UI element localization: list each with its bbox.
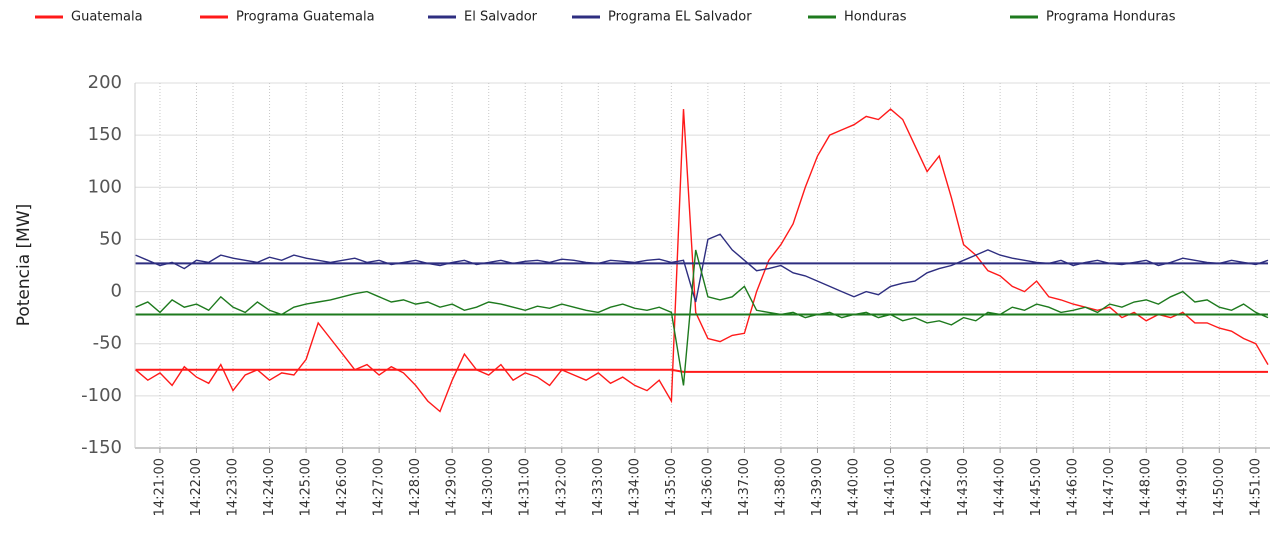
y-tick-label: 100: [88, 176, 122, 197]
x-tick-label: 14:40:00: [847, 458, 862, 516]
y-tick-label: 200: [88, 72, 122, 93]
legend-label: Honduras: [844, 10, 907, 25]
x-tick-label: 14:32:00: [554, 458, 569, 516]
x-tick-label: 14:44:00: [993, 458, 1008, 516]
x-tick-label: 14:30:00: [481, 458, 496, 516]
x-tick-label: 14:48:00: [1139, 458, 1154, 516]
x-tick-label: 14:26:00: [335, 458, 350, 516]
x-tick-label: 14:41:00: [883, 458, 898, 516]
y-tick-label: 50: [99, 228, 122, 249]
legend-label: Programa EL Salvador: [608, 10, 752, 25]
y-tick-label: -100: [81, 385, 122, 406]
y-tick-label: -150: [81, 437, 122, 458]
x-tick-label: 14:42:00: [920, 458, 935, 516]
x-tick-label: 14:33:00: [591, 458, 606, 516]
legend-label: Programa Honduras: [1046, 10, 1176, 25]
series-line: [135, 368, 1268, 373]
x-tick-label: 14:28:00: [408, 458, 423, 516]
series-line: [135, 249, 1269, 386]
x-tick-label: 14:50:00: [1212, 458, 1227, 516]
x-tick-label: 14:36:00: [700, 458, 715, 516]
x-tick-label: 14:49:00: [1175, 458, 1190, 516]
x-tick-label: 14:38:00: [773, 458, 788, 516]
x-tick-label: 14:43:00: [956, 458, 971, 516]
x-tick-label: 14:47:00: [1102, 458, 1117, 516]
x-tick-label: 14:27:00: [372, 458, 387, 516]
x-tick-label: 14:24:00: [262, 458, 277, 516]
legend-label: Programa Guatemala: [236, 10, 375, 25]
x-tick-label: 14:45:00: [1029, 458, 1044, 516]
x-tick-label: 14:35:00: [664, 458, 679, 516]
y-axis-label: Potencia [MW]: [14, 204, 34, 327]
x-tick-label: 14:21:00: [152, 458, 167, 516]
x-tick-label: 14:25:00: [299, 458, 314, 516]
y-tick-label: 150: [88, 124, 122, 145]
legend-label: El Salvador: [464, 10, 538, 25]
y-tick-label: 0: [111, 281, 122, 302]
x-tick-label: 14:31:00: [518, 458, 533, 516]
x-tick-label: 14:46:00: [1066, 458, 1081, 516]
x-tick-label: 14:29:00: [445, 458, 460, 516]
series-line: [135, 108, 1269, 413]
x-tick-label: 14:51:00: [1248, 458, 1263, 516]
x-tick-label: 14:37:00: [737, 458, 752, 516]
y-tick-label: -50: [93, 333, 122, 354]
x-tick-label: 14:23:00: [226, 458, 241, 516]
x-tick-label: 14:34:00: [627, 458, 642, 516]
x-tick-label: 14:22:00: [189, 458, 204, 516]
legend-label: Guatemala: [71, 10, 143, 25]
x-tick-label: 14:39:00: [810, 458, 825, 516]
